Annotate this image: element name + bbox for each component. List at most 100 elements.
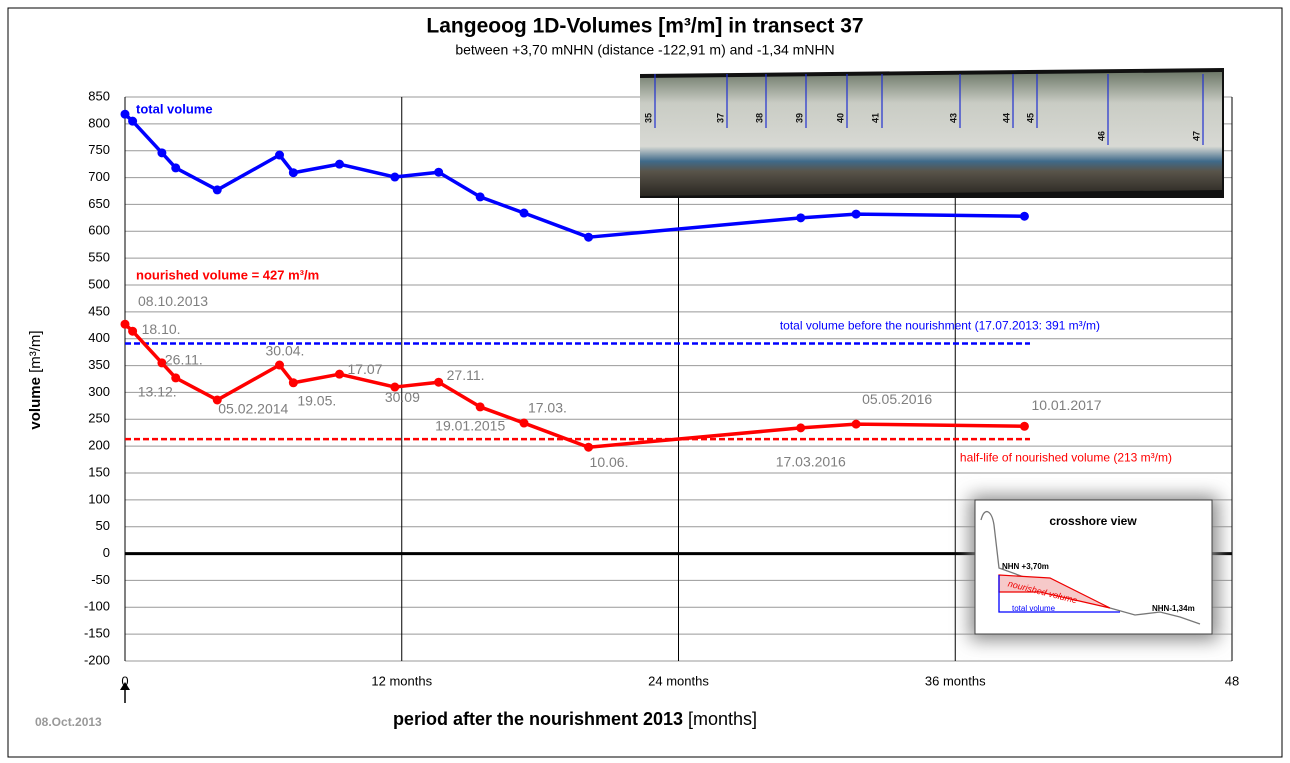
data-point [288, 378, 298, 388]
transect-label: 44 [1001, 113, 1011, 123]
transect-label: 40 [835, 113, 845, 123]
chart-subtitle: between +3,70 mNHN (distance -122,91 m) … [455, 42, 834, 58]
chart-title: Langeoog 1D-Volumes [m³/m] in transect 3… [426, 15, 863, 38]
x-tick-label: 12 months [371, 673, 432, 688]
start-arrow-head [120, 682, 130, 690]
data-point [390, 172, 400, 182]
data-point [390, 382, 400, 392]
y-tick-label: 400 [88, 330, 110, 345]
y-tick-label: 650 [88, 196, 110, 211]
data-point [120, 109, 130, 119]
inset-total-label: total volume [1012, 604, 1056, 613]
transect-label: 38 [754, 113, 764, 123]
data-point [584, 232, 594, 242]
point-label: 18.10. [142, 321, 181, 337]
transect-label: 45 [1025, 113, 1035, 123]
point-label: 17.03.2016 [776, 454, 846, 470]
y-tick-label: 150 [88, 464, 110, 479]
profile [980, 510, 1201, 625]
point-label: 10.06. [590, 454, 629, 470]
point-label: 10.01.2017 [1031, 397, 1101, 413]
point-label: 30.09 [385, 389, 420, 405]
y-tick-label: -200 [84, 652, 110, 667]
data-point [275, 360, 285, 370]
data-point [434, 167, 444, 177]
data-point [288, 168, 298, 178]
data-point [212, 395, 222, 405]
data-point [334, 159, 344, 169]
aerial-photo: 35 37 38 39 40 41 43 44 45 46 47 [640, 68, 1224, 198]
x-tick-label: 24 months [648, 673, 709, 688]
transect-label: 39 [794, 113, 804, 123]
y-tick-label: 700 [88, 169, 110, 184]
series-line [123, 112, 1025, 239]
x-tick-label: 36 months [925, 673, 986, 688]
y-axis-label: volume [m³/m] [27, 330, 44, 429]
data-point [128, 116, 138, 126]
y-tick-label: 250 [88, 411, 110, 426]
point-label: 27.11. [447, 367, 485, 383]
y-tick-label: 750 [88, 142, 110, 157]
legend-label: nourished volume = 427 m³/m [136, 267, 319, 282]
y-tick-label: 550 [88, 250, 110, 265]
y-tick-label: 500 [88, 276, 110, 291]
transect-label: 47 [1191, 131, 1201, 141]
point-label: 17.03. [528, 400, 567, 416]
data-point [584, 442, 594, 452]
data-point [796, 213, 806, 223]
y-tick-label: 350 [88, 357, 110, 372]
inset-title: crosshore view [1049, 514, 1137, 528]
data-point [128, 326, 138, 336]
legend-label: total volume [136, 102, 213, 117]
point-label: 30.04. [266, 343, 305, 359]
data-point [519, 208, 529, 218]
y-tick-label: -100 [84, 599, 110, 614]
y-tick-label: 0 [103, 545, 110, 560]
y-tick-label: 50 [96, 518, 110, 533]
photo-image [640, 72, 1222, 196]
x-axis-label: period after the nourishment 2013 [month… [393, 709, 757, 729]
inset-top-label: NHN +3,70m [1002, 562, 1049, 571]
data-point [1019, 421, 1029, 431]
transect-label: 41 [870, 113, 880, 123]
point-label: 13.12. [138, 384, 177, 400]
data-point [519, 418, 529, 428]
data-point [212, 185, 222, 195]
start-label: 08.Oct.2013 [35, 715, 102, 729]
data-point [434, 377, 444, 387]
total-area [998, 575, 1120, 613]
y-tick-label: 450 [88, 303, 110, 318]
data-point [334, 369, 344, 379]
point-label: 17.07 [347, 361, 382, 377]
y-tick-label: 300 [88, 384, 110, 399]
x-tick-label: 48 [1225, 673, 1239, 688]
point-label: 05.02.2014 [218, 401, 288, 417]
data-point [120, 319, 130, 329]
series-line [123, 322, 1025, 449]
y-tick-label: 800 [88, 115, 110, 130]
data-point [157, 358, 167, 368]
y-tick-label: 200 [88, 438, 110, 453]
point-label: 05.05.2016 [862, 391, 932, 407]
y-tick-label: 850 [88, 88, 110, 103]
data-point [1019, 211, 1029, 221]
point-label: 19.01.2015 [435, 418, 505, 434]
transect-label: 37 [715, 113, 725, 123]
y-label: volume [27, 377, 44, 430]
reference-label: half-life of nourished volume (213 m³/m) [960, 450, 1172, 464]
data-point [851, 419, 861, 429]
y-tick-label: -50 [91, 572, 110, 587]
transect-label: 43 [948, 113, 958, 123]
data-point [275, 150, 285, 160]
data-point [157, 148, 167, 158]
y-tick-label: 100 [88, 491, 110, 506]
reference-label: total volume before the nourishment (17.… [780, 319, 1100, 333]
y-tick-label: -150 [84, 626, 110, 641]
transect-label: 35 [643, 113, 653, 123]
data-point [475, 402, 485, 412]
point-label: 19.05. [297, 392, 336, 408]
data-point [475, 192, 485, 202]
data-point [171, 373, 181, 383]
x-tick-label: 0 [121, 673, 128, 688]
